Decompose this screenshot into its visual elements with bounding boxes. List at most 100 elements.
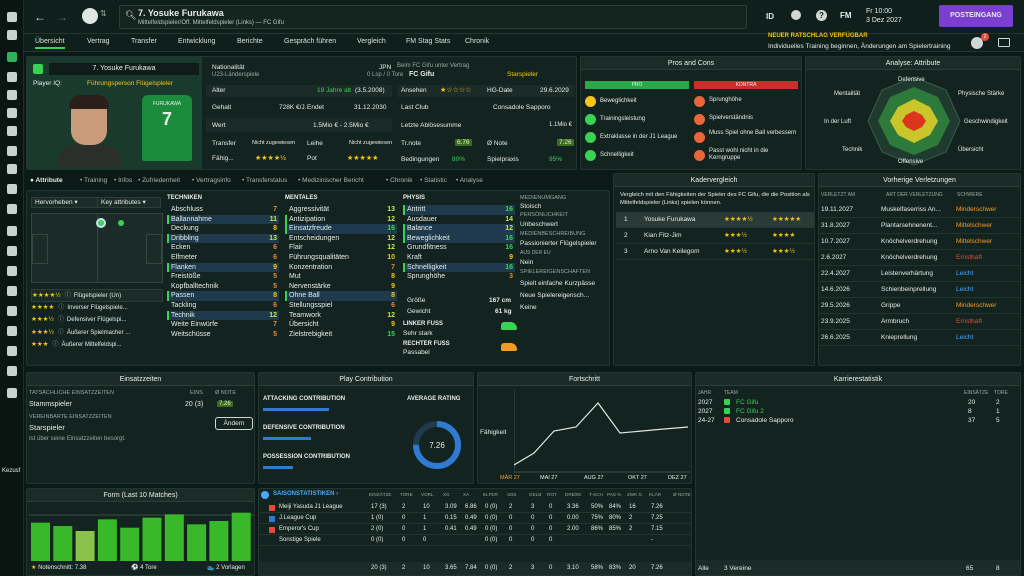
form-bar[interactable] [31,522,50,561]
sub-tab-2[interactable]: • Infos [114,177,133,184]
training-icon[interactable] [7,126,17,136]
tab-gespraech[interactable]: Gespräch führen [284,38,337,45]
role-item[interactable]: ★★★ ⓘ Äußerer Mittelfeldspi... [31,339,163,352]
inbox-icon[interactable] [7,164,17,174]
form-bar[interactable] [209,521,229,561]
injury-row[interactable]: 31.8.2027 Plantarsehnenent... Mittelschwer [819,218,1020,234]
role-item[interactable]: ★★★½ ⓘ Äußerer Spielmacher ... [31,327,163,340]
tab-entwicklung[interactable]: Entwicklung [178,38,216,45]
home-icon[interactable] [7,30,17,40]
role-item[interactable]: ★★★½ ⓘ Defensiver Flügelspi... [31,314,163,327]
sub-tab-0[interactable]: ● Attribute [30,177,63,184]
staff-icon[interactable] [7,146,17,156]
notification-text[interactable]: Individuelles Training beginnen, Änderun… [768,43,951,50]
id-button[interactable]: ID [766,12,774,21]
injury-severity: Ernsthaft [956,254,983,261]
form-bar[interactable] [97,519,117,561]
key-attributes-select[interactable]: Key attributes ▾ [97,197,161,208]
season-row[interactable]: J.League Cup 1 (0) 0 1 0.15 0.49 0 (0) 0 0 0 0.00 7… [259,513,691,524]
tactics-icon[interactable] [7,108,17,118]
tab-transfer[interactable]: Transfer [131,38,157,45]
sub-tab-1[interactable]: • Training [80,177,108,184]
form-bar[interactable] [142,517,162,561]
transfers-icon[interactable] [7,226,17,236]
injury-row[interactable]: 22.4.2027 Leistenverhärtung Leicht [819,266,1020,282]
change-button[interactable]: Ändern [215,417,253,430]
scouting-icon[interactable] [7,204,17,214]
injury-row[interactable]: 10.7.2027 Knöchelverdrehung Mittelschwer [819,234,1020,250]
back-icon[interactable]: ← [34,10,46,24]
sub-tab-5[interactable]: • Transferstatus [242,177,288,184]
trophy-icon[interactable] [7,246,17,256]
tab-vergleich[interactable]: Vergleich [357,38,386,45]
season-row[interactable]: Meiji Yasuda J1 League 17 (3) 2 10 3.09 6.86 0… [259,502,691,513]
lastclub-value[interactable]: Consadole Sapporo [493,104,551,111]
injury-row[interactable]: 2.6.2027 Knöchelverdrehung Ernsthaft [819,250,1020,266]
squad-player-row[interactable]: 2 Kian Fitz-Jim ★★★½ ★★★★ [616,228,814,244]
finance-icon[interactable] [7,266,17,276]
tab-berichte[interactable]: Berichte [237,38,263,45]
form-bar[interactable] [120,527,140,561]
career-col-team: TEAM [724,390,738,396]
career-row[interactable]: 2027 FC Gifu 20 2 [696,398,1020,407]
form-bar[interactable] [164,514,184,561]
calendar-icon[interactable] [7,90,17,100]
season-row[interactable]: Sonstige Spiele 0 (0) 0 0 0 (0) 0 0 0 - [259,535,691,546]
medical-icon[interactable] [7,184,17,194]
career-goals: 1 [996,408,1000,415]
club-value[interactable]: FC Gifu [409,71,435,78]
injury-type: Knöchelverdrehung [881,238,938,245]
inbox-button[interactable]: POSTEINGANG [939,5,1013,27]
injury-row[interactable]: 14.6.2026 Schienbeinprellung Leicht [819,282,1020,298]
sub-tab-3[interactable]: • Zufriedenheit [138,177,181,184]
tab-chronik[interactable]: Chronik [465,38,490,45]
sub-tab-6[interactable]: • Medizinischer Bericht [298,177,364,184]
staff-notif-icon[interactable] [971,37,983,49]
screen-icon[interactable] [998,38,1010,47]
injury-row[interactable]: 23.9.2025 Armbruch Ernsthaft [819,314,1020,330]
injury-row[interactable]: 19.11.2027 Muskelfaserriss An... Mindersch… [819,202,1020,218]
squad-player-row[interactable]: 3 Arno Van Keilegom ★★★½ ★★★½ [616,244,814,260]
form-bar[interactable] [231,512,251,561]
fm-button[interactable]: FM [840,11,852,20]
network-icon[interactable] [7,346,17,356]
info-icon[interactable] [7,388,17,398]
career-row[interactable]: 24-27 Consadole Sapporo 37 5 [696,416,1020,425]
role-item[interactable]: ★★★★ ⓘ Inverser Flügelspiele... [31,302,163,315]
sub-tab-9[interactable]: • Analyse [456,177,483,184]
stats-icon[interactable] [7,326,17,336]
injury-row[interactable]: 29.5.2026 Grippe Minderschwer [819,298,1020,314]
people-icon[interactable] [7,366,17,376]
highlight-select[interactable]: Hervorheben ▾ [31,197,107,208]
squad-icon[interactable] [7,72,17,82]
sub-tab-4[interactable]: • Vertragsinfo [192,177,231,184]
trait-select[interactable]: Neue Spielereigensch... [520,292,590,299]
season-stats-link[interactable]: SAISONSTATISTIKEN › [273,491,339,497]
club-crest-icon[interactable] [7,52,17,62]
sub-tab-8[interactable]: • Statistic [420,177,447,184]
switch-icon[interactable]: ⇅ [100,9,107,18]
tab-vertrag[interactable]: Vertrag [87,38,110,45]
search-box[interactable]: 🔍︎ 7. Yosuke Furukawa Mittelfeldspieler/… [119,5,747,29]
report-icon[interactable] [7,306,17,316]
form-bar[interactable] [187,524,207,561]
role-item[interactable]: ★★★★½ ⓘ Flügelspieler (Un) [31,289,163,302]
form-bar[interactable] [75,531,95,561]
injury-row[interactable]: 26.6.2025 Knieprellung Leicht [819,330,1020,346]
con-item: Sprunghöhe [694,93,800,111]
favorite-icon[interactable] [33,64,43,74]
menu-icon[interactable] [7,12,17,22]
tab-fm-stag-stats[interactable]: FM Stag Stats [406,38,451,45]
squad-ability-stars: ★★★½ [724,248,747,255]
forward-icon[interactable]: → [56,10,68,24]
help-icon[interactable]: ? [816,10,827,21]
squad-player-row[interactable]: 1 Yosuke Furukawa ★★★★½ ★★★★★ [616,212,814,228]
ball-icon[interactable] [791,10,801,20]
tab-uebersicht[interactable]: Übersicht [35,38,65,49]
season-row[interactable]: Emperor's Cup 2 (0) 0 1 0.41 0.49 0 (0) 0 0 0 2.00… [259,524,691,535]
career-row[interactable]: 2027 FC Gifu 2 8 1 [696,407,1020,416]
dev-icon[interactable] [7,286,17,296]
injury-date: 2.6.2027 [821,254,847,261]
sub-tab-7[interactable]: • Chronik [386,177,413,184]
form-bar[interactable] [53,526,73,561]
